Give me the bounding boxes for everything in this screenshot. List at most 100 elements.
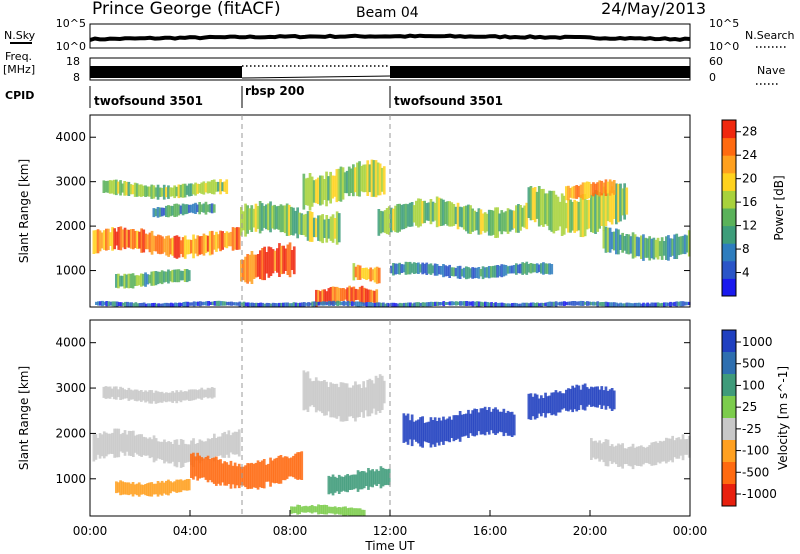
- velocity-cell: [127, 430, 131, 456]
- power-cell: [221, 301, 225, 306]
- velocity-cell: [587, 388, 591, 405]
- velocity-cell: [366, 380, 370, 417]
- power-cell: [148, 274, 151, 284]
- power-cell: [192, 234, 195, 259]
- cpid-label: CPID: [5, 89, 34, 102]
- power-cell: [429, 301, 433, 307]
- power-cell: [406, 204, 410, 227]
- velocity-cell: [129, 431, 133, 456]
- power-cell: [373, 267, 377, 283]
- power-cell: [111, 301, 115, 307]
- power-cell: [123, 181, 126, 196]
- power-cell: [121, 275, 124, 287]
- power-cell: [163, 302, 167, 307]
- power-cell: [281, 205, 285, 232]
- velocity-cell: [281, 457, 285, 481]
- power-cell: [217, 234, 220, 249]
- velocity-cell: [368, 378, 372, 417]
- velocity-cell: [594, 386, 597, 408]
- power-cell: [435, 196, 439, 228]
- velocity-cell: [581, 384, 585, 410]
- power-cell: [615, 302, 618, 307]
- power-colorbar-tick-label: 8: [742, 242, 750, 256]
- power-colorbar-swatch: [722, 225, 736, 244]
- power-cell: [133, 182, 137, 197]
- velocity-cell: [375, 469, 379, 486]
- power-cell: [419, 198, 422, 227]
- velocity-cell: [237, 463, 241, 489]
- power-cell: [652, 302, 656, 307]
- power-cell: [202, 233, 206, 256]
- velocity-cell: [544, 392, 547, 418]
- velocity-cell: [321, 381, 324, 414]
- velocity-cell: [221, 433, 224, 458]
- power-cell: [262, 205, 266, 228]
- velocity-cell: [100, 434, 104, 457]
- velocity-cell: [537, 398, 541, 414]
- power-cell: [392, 208, 395, 231]
- power-cell: [144, 272, 147, 287]
- power-cell: [442, 301, 446, 307]
- power-cell: [279, 204, 283, 233]
- power-cell: [152, 208, 156, 218]
- power-cell: [637, 237, 641, 257]
- power-cell: [400, 303, 404, 307]
- power-region-1: [92, 226, 241, 259]
- power-cell: [265, 252, 269, 274]
- velocity-cell: [175, 479, 179, 493]
- power-cell: [190, 204, 193, 213]
- velocity-cell: [283, 456, 287, 481]
- freq-bar-segment-3: [390, 66, 690, 78]
- power-cell: [255, 302, 258, 307]
- power-cell: [177, 269, 181, 283]
- power-cell: [249, 302, 252, 307]
- power-cell: [150, 271, 154, 286]
- velocity-cell: [442, 416, 445, 445]
- power-cell: [631, 232, 635, 259]
- velocity-cell: [419, 417, 422, 447]
- velocity-cell: [567, 388, 570, 412]
- power-cell: [612, 231, 616, 251]
- velocity-cell: [304, 372, 308, 410]
- velocity-cell: [171, 444, 175, 462]
- power-cell: [456, 202, 460, 230]
- velocity-cell: [654, 441, 658, 466]
- power-cell: [548, 301, 552, 307]
- velocity-cell: [372, 383, 376, 409]
- power-cell: [509, 303, 512, 307]
- velocity-cell: [415, 420, 418, 442]
- velocity-cell: [327, 506, 331, 514]
- power-cell: [347, 166, 351, 197]
- power-cell: [120, 302, 123, 307]
- power-cell: [510, 210, 514, 230]
- velocity-cell: [348, 507, 351, 516]
- velocity-cell: [175, 439, 179, 468]
- power-cell: [613, 302, 616, 307]
- power-cell: [525, 302, 529, 307]
- power-cell: [215, 181, 218, 192]
- power-cell: [490, 210, 493, 236]
- velocity-cell: [335, 477, 339, 492]
- power-cell: [282, 302, 285, 307]
- velocity-cell: [154, 390, 158, 404]
- velocity-cell: [183, 443, 187, 463]
- velocity-cell: [219, 436, 222, 456]
- velocity-cell: [679, 439, 683, 456]
- power-cell: [554, 194, 558, 231]
- power-cell: [384, 303, 387, 307]
- power-cell: [440, 198, 443, 226]
- power-cell: [525, 202, 529, 230]
- power-cell: [434, 301, 437, 306]
- power-cell: [677, 236, 681, 256]
- velocity-cell: [370, 380, 374, 414]
- velocity-cell: [644, 447, 647, 463]
- power-cell: [115, 231, 119, 246]
- power-cell: [135, 183, 139, 197]
- velocity-cell: [196, 452, 199, 481]
- velocity-cell: [425, 422, 429, 443]
- velocity-cell: [275, 457, 279, 483]
- velocity-cell: [508, 412, 512, 436]
- power-cell: [571, 301, 575, 306]
- power-cell: [146, 186, 149, 197]
- velocity-cell: [337, 387, 341, 417]
